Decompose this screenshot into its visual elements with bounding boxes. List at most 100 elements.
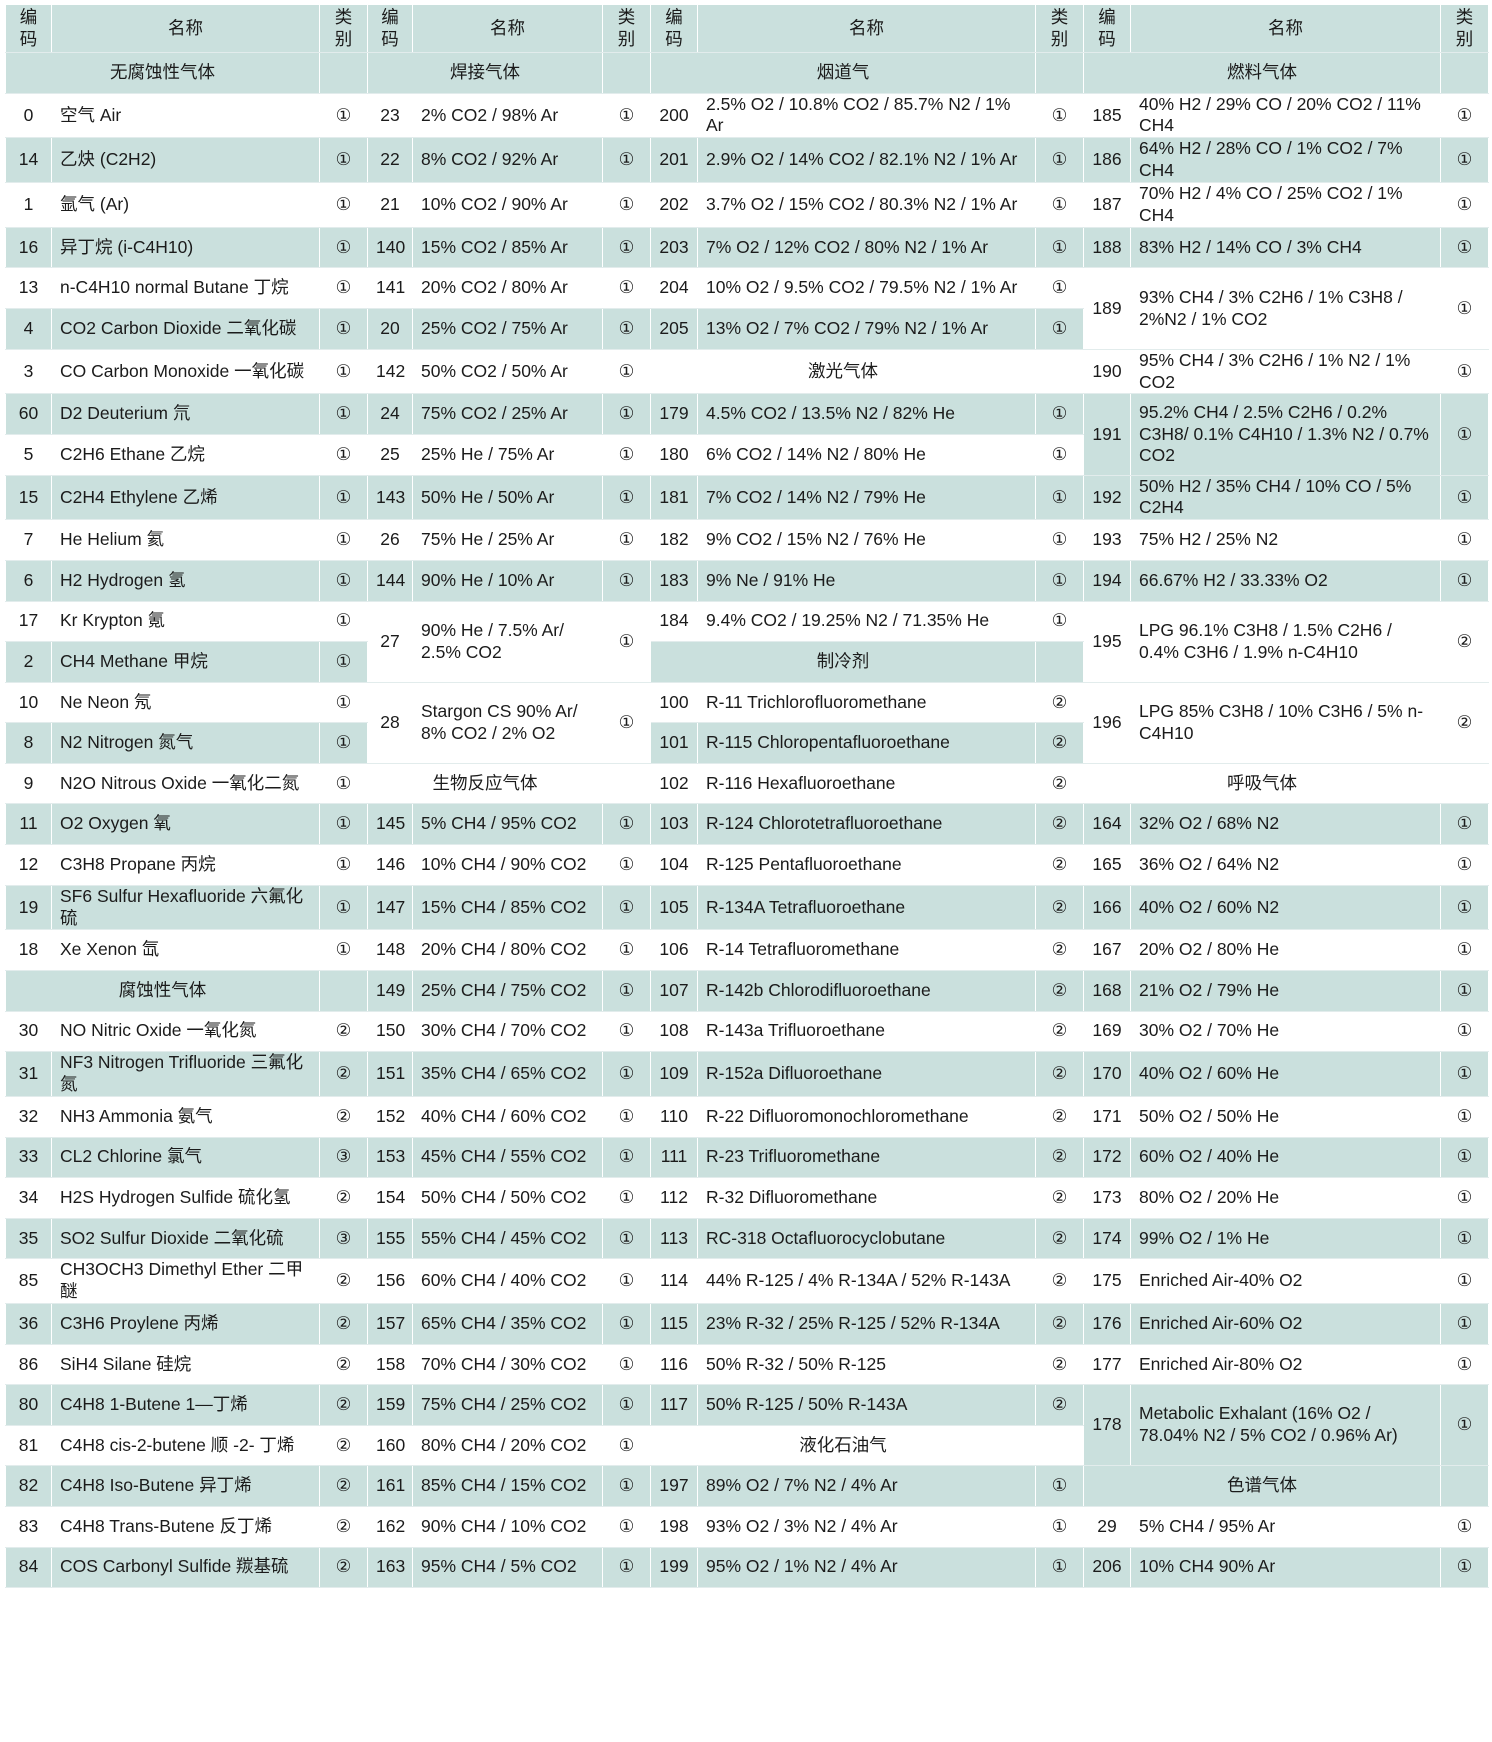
cell-category: ① — [1440, 137, 1489, 184]
cell-category: ① — [602, 1343, 651, 1386]
cell-category: ① — [1035, 182, 1084, 228]
cell-category: ① — [602, 433, 651, 476]
cell-name: 64% H2 / 28% CO / 1% CO2 / 7% CH4 — [1130, 137, 1441, 184]
cell-name: 9% CO2 / 15% N2 / 76% He — [697, 519, 1036, 561]
table-row: 1 氩气 (Ar) ① 21 10% CO2 / 90% Ar ① 202 3.7% O2 /… — [5, 182, 1489, 228]
cell-code: 197 — [650, 1465, 698, 1508]
cell-name: 60% O2 / 40% He — [1130, 1136, 1441, 1179]
cell-code: 156 — [367, 1258, 413, 1305]
cell-code: 12 — [5, 844, 52, 886]
cell-category: ① — [1035, 1546, 1084, 1589]
cell-category: ② — [1440, 600, 1489, 683]
cell-name: 15% CO2 / 85% Ar — [412, 226, 603, 269]
cell-name: 95% CH4 / 5% CO2 — [412, 1546, 603, 1589]
header-name-g3: 名称 — [697, 4, 1036, 53]
cell-category: ① — [602, 1095, 651, 1138]
cell-category: ① — [1440, 1384, 1489, 1467]
cell-name: CH4 Methane 甲烷 — [51, 641, 320, 683]
cell-code: 33 — [5, 1136, 52, 1179]
cell-name: SF6 Sulfur Hexafluoride 六氟化硫 — [51, 884, 320, 931]
cell-code: 146 — [367, 844, 413, 886]
cell-name: 2.5% O2 / 10.8% CO2 / 85.7% N2 / 1% Ar — [697, 92, 1036, 139]
table-row: 11 O2 Oxygen 氧 ① 145 5% CH4 / 95% CO2 ① 103 R-1… — [5, 803, 1489, 846]
cell-code: 116 — [650, 1343, 698, 1386]
cell-code: 184 — [650, 600, 698, 643]
cell-category: ② — [1440, 681, 1489, 764]
cell-category: ① — [1440, 92, 1489, 139]
cell-category: ① — [319, 600, 368, 643]
section-header-group2-1: 生物反应气体 — [367, 762, 603, 805]
cell-code: 183 — [650, 559, 698, 602]
cell-code: 185 — [1083, 92, 1131, 139]
cell-name: COS Carbonyl Sulfide 羰基硫 — [51, 1546, 320, 1589]
cell-category: ① — [319, 559, 368, 602]
cell-name: R-134A Tetrafluoroethane — [697, 884, 1036, 931]
cell-code: 203 — [650, 226, 698, 269]
cell-code: 81 — [5, 1424, 52, 1467]
cell-name: R-124 Chlorotetrafluoroethane — [697, 803, 1036, 846]
cell-category: ① — [1440, 182, 1489, 228]
cell-code: 170 — [1083, 1051, 1131, 1097]
cell-category: ① — [1440, 844, 1489, 886]
cell-name: 50% H2 / 35% CH4 / 10% CO / 5% C2H4 — [1130, 474, 1441, 521]
cell-code: 2 — [5, 641, 52, 683]
cell-name: 30% CH4 / 70% CO2 — [412, 1010, 603, 1053]
cell-code: 15 — [5, 474, 52, 521]
cell-name: 50% CH4 / 50% CO2 — [412, 1177, 603, 1219]
cell-code: 193 — [1083, 519, 1131, 561]
table-row: 35 SO2 Sulfur Dioxide 二氧化硫 ③ 155 55% CH4 / 4… — [5, 1217, 1489, 1260]
table-row: 33 CL2 Chlorine 氯气 ③ 153 45% CH4 / 55% CO2 ① 1… — [5, 1136, 1489, 1179]
cell-name: 80% O2 / 20% He — [1130, 1177, 1441, 1219]
cell-code: 145 — [367, 803, 413, 846]
section-header-group1-0: 无腐蚀性气体 — [5, 52, 320, 94]
cell-category: ① — [602, 1136, 651, 1179]
cell-name: H2 Hydrogen 氢 — [51, 559, 320, 602]
cell-code: 195 — [1083, 600, 1131, 683]
cell-name: 40% H2 / 29% CO / 20% CO2 / 11% CH4 — [1130, 92, 1441, 139]
cell-category: ① — [1035, 137, 1084, 184]
cell-name: 23% R-32 / 25% R-125 / 52% R-134A — [697, 1303, 1036, 1345]
cell-name: 95% CH4 / 3% C2H6 / 1% N2 / 1% CO2 — [1130, 348, 1441, 395]
cell-name: 70% CH4 / 30% CO2 — [412, 1343, 603, 1386]
cell-category: ① — [602, 1010, 651, 1053]
cell-code: 103 — [650, 803, 698, 846]
cell-code: 196 — [1083, 681, 1131, 764]
table-row: 5 C2H6 Ethane 乙烷 ① 25 25% He / 75% Ar ① 180 6% … — [5, 433, 1489, 476]
cell-name: 4.5% CO2 / 13.5% N2 / 82% He — [697, 393, 1036, 435]
cell-name: R-14 Tetrafluoromethane — [697, 929, 1036, 971]
cell-name: 75% H2 / 25% N2 — [1130, 519, 1441, 561]
cell-name: 8% CO2 / 92% Ar — [412, 137, 603, 184]
cell-code: 80 — [5, 1384, 52, 1426]
cell-name: 35% CH4 / 65% CO2 — [412, 1051, 603, 1097]
cell-name: 21% O2 / 79% He — [1130, 970, 1441, 1012]
cell-name: Stargon CS 90% Ar/ 8% CO2 / 2% O2 — [412, 681, 603, 764]
cell-name: 50% He / 50% Ar — [412, 474, 603, 521]
cell-code: 165 — [1083, 844, 1131, 886]
cell-code: 5 — [5, 433, 52, 476]
cell-code: 8 — [5, 722, 52, 764]
cell-name: 32% O2 / 68% N2 — [1130, 803, 1441, 846]
cell-category: ① — [319, 681, 368, 724]
cell-code: 13 — [5, 267, 52, 310]
cell-category: ① — [602, 348, 651, 395]
cell-category: ① — [602, 1258, 651, 1305]
cell-code: 117 — [650, 1384, 698, 1426]
header-category-g1: 类别 — [319, 4, 368, 53]
cell-name: 25% CH4 / 75% CO2 — [412, 970, 603, 1012]
cell-code: 34 — [5, 1177, 52, 1219]
cell-category: ① — [602, 1424, 651, 1467]
section-category-spacer — [1440, 762, 1489, 805]
cell-category: ① — [602, 1177, 651, 1219]
cell-category: ① — [1440, 1546, 1489, 1589]
cell-category: ② — [1035, 929, 1084, 971]
section-header-group3-3: 液化石油气 — [650, 1424, 1036, 1467]
cell-category: ① — [602, 803, 651, 846]
table-row: 34 H2S Hydrogen Sulfide 硫化氢 ② 154 50% CH4 / … — [5, 1177, 1489, 1219]
cell-name: 30% O2 / 70% He — [1130, 1010, 1441, 1053]
cell-code: 102 — [650, 762, 698, 805]
cell-category: ① — [602, 970, 651, 1012]
cell-code: 141 — [367, 267, 413, 310]
cell-name: 50% R-125 / 50% R-143A — [697, 1384, 1036, 1426]
cell-code: 21 — [367, 182, 413, 228]
table-row: 3 CO Carbon Monoxide 一氧化碳 ① 142 50% CO2 / 50… — [5, 348, 1489, 395]
